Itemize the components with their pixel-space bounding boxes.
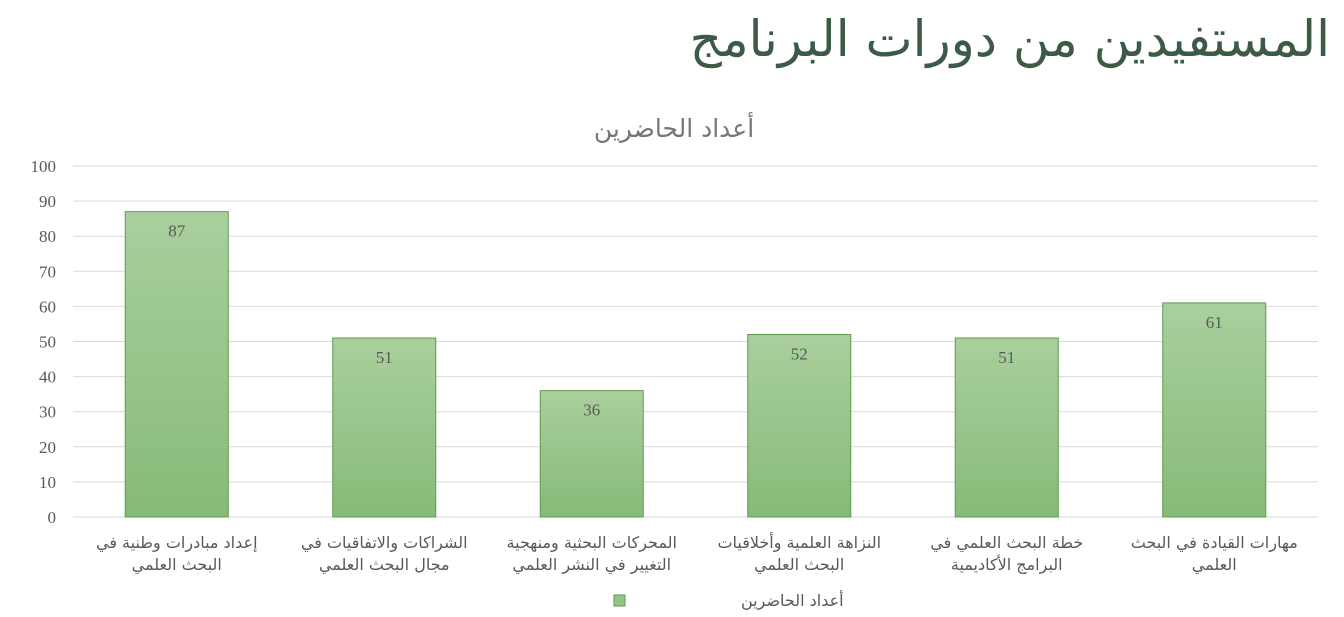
bar xyxy=(747,333,852,518)
y-tick-label: 60 xyxy=(39,297,56,316)
y-tick-label: 10 xyxy=(39,473,56,492)
gridlines xyxy=(73,165,1318,518)
page-title: المستفيدين من دورات البرنامج xyxy=(689,10,1330,68)
x-category-label: المحركات البحثية ومنهجية xyxy=(507,533,677,553)
bar xyxy=(539,390,644,518)
x-category-label: مجال البحث العلمي xyxy=(319,555,450,575)
y-tick-label: 50 xyxy=(39,333,56,352)
y-tick-label: 90 xyxy=(39,192,56,211)
data-label: 36 xyxy=(583,401,600,420)
data-label: 52 xyxy=(791,344,808,363)
legend-swatch xyxy=(613,594,626,607)
bars: 87 51 36 52 51 61 xyxy=(124,211,1267,518)
x-category-label: إعداد مبادرات وطنية في xyxy=(96,533,258,553)
y-tick-label: 0 xyxy=(48,508,57,527)
data-label: 87 xyxy=(168,222,186,241)
x-category-label: النزاهة العلمية وأخلاقيات xyxy=(717,532,881,553)
y-axis: 0 10 20 30 40 50 60 70 80 90 100 xyxy=(31,157,57,527)
x-category-label: مهارات القيادة في البحث xyxy=(1131,533,1298,553)
y-tick-label: 40 xyxy=(39,368,56,387)
x-category-label: التغيير في النشر العلمي xyxy=(512,555,671,575)
data-label: 51 xyxy=(998,348,1015,367)
legend: أعداد الحاضرين xyxy=(613,590,844,611)
y-tick-label: 70 xyxy=(39,262,56,281)
bar xyxy=(1162,302,1267,518)
x-category-label: البحث العلمي xyxy=(132,555,222,575)
legend-label: أعداد الحاضرين xyxy=(741,590,844,611)
x-category-label: الشراكات والاتفاقيات في xyxy=(301,533,468,553)
bar xyxy=(124,211,229,518)
x-category-label: خطة البحث العلمي في xyxy=(930,533,1083,553)
y-tick-label: 30 xyxy=(39,403,56,422)
data-label: 61 xyxy=(1206,313,1223,332)
x-category-label: البحث العلمي xyxy=(754,555,844,575)
chart-title: أعداد الحاضرين xyxy=(594,111,754,143)
bar xyxy=(954,337,1059,518)
x-category-label: البرامج الأكاديمية xyxy=(951,554,1063,575)
x-category-label: العلمي xyxy=(1192,555,1237,575)
bar xyxy=(332,337,437,518)
y-tick-label: 20 xyxy=(39,438,56,457)
y-tick-label: 80 xyxy=(39,227,56,246)
y-tick-label: 100 xyxy=(31,157,57,176)
data-label: 51 xyxy=(376,348,393,367)
